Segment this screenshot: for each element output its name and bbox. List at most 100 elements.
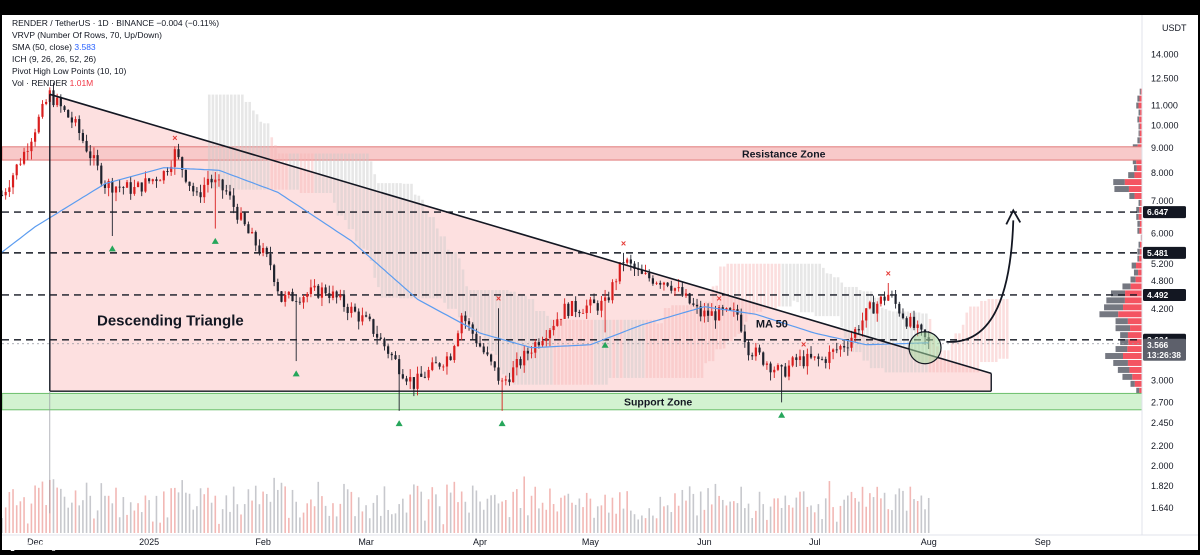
candle-body	[898, 303, 901, 314]
candle-body	[548, 330, 552, 339]
candle-body	[894, 295, 897, 304]
cloud-slice	[840, 282, 844, 328]
candle-body	[795, 357, 798, 361]
price-badge	[1143, 206, 1186, 219]
cloud-slice	[641, 319, 645, 378]
volume-bar	[394, 513, 397, 533]
volume-bar	[321, 496, 323, 533]
volume-bar	[905, 510, 908, 533]
candle-body	[250, 232, 254, 234]
candle-body	[129, 182, 132, 194]
volume-bar	[527, 515, 529, 533]
volume-bar	[188, 493, 191, 533]
candle-body	[291, 291, 294, 302]
price-chart[interactable]: × × × × × × USDT 14.000 12.500 11.000 10.000 9.000…	[2, 15, 1198, 550]
cloud-slice	[388, 183, 391, 298]
candle-body	[118, 186, 121, 188]
candle-body	[280, 291, 283, 302]
indicator-volume[interactable]: Vol · RENDER 1.01M	[12, 78, 93, 89]
volume-bar	[15, 505, 18, 533]
candle-body	[375, 333, 379, 338]
volume-bar	[232, 486, 235, 533]
volume-bar	[118, 517, 121, 533]
pivot-low-marker	[601, 341, 609, 348]
indicator-pivots[interactable]: Pivot High Low Points (10, 10)	[12, 66, 127, 76]
cloud-slice	[858, 290, 862, 353]
volume-bar	[402, 498, 404, 533]
cloud-slice	[800, 263, 803, 313]
candle-body	[456, 333, 460, 347]
candle-body	[364, 315, 368, 317]
countdown-label: 13:26:38	[1147, 350, 1181, 360]
cloud-slice	[862, 291, 866, 361]
triangle-upper-line	[49, 93, 992, 375]
candle-body	[508, 379, 511, 383]
cloud-slice	[292, 153, 296, 190]
volume-bar	[641, 515, 643, 533]
volume-bar	[291, 489, 294, 533]
candle-body	[284, 295, 287, 302]
candle-body	[545, 338, 548, 342]
volume-bar	[725, 505, 728, 533]
vp-row-up	[1123, 304, 1142, 311]
indicator-vrvp[interactable]: VRVP (Number Of Rows, 70, Up/Down)	[12, 30, 162, 40]
cloud-slice	[869, 291, 873, 369]
volume-bar	[82, 500, 84, 533]
candle-body	[758, 347, 761, 353]
cloud-slice	[741, 263, 744, 326]
volume-bar	[221, 509, 224, 533]
volume-bar	[799, 491, 801, 533]
cloud-slice	[969, 306, 972, 373]
vp-row-up	[1130, 283, 1142, 290]
volume-bar	[2, 518, 3, 533]
candle-body	[89, 151, 92, 159]
volume-bar	[126, 514, 128, 533]
volume-bar	[107, 495, 110, 533]
vp-row-up	[1134, 380, 1142, 387]
cloud-slice	[362, 153, 365, 249]
price-badge-label: 6.647	[1147, 207, 1169, 217]
volume-bar	[45, 505, 47, 533]
volume-bar	[567, 493, 570, 533]
volume-bar	[166, 517, 169, 533]
chart-frame: × × × × × × USDT 14.000 12.500 11.000 10.000 9.000…	[2, 15, 1198, 550]
candle-body	[140, 182, 143, 192]
cloud-slice	[480, 290, 483, 335]
candle-body	[372, 319, 375, 334]
volume-bar	[379, 515, 382, 533]
price-tick-label: 1.820	[1151, 481, 1174, 491]
candle-body	[905, 318, 908, 327]
volume-bar	[413, 484, 415, 533]
indicator-ichimoku[interactable]: ICH (9, 26, 26, 52, 26)	[12, 54, 97, 64]
candle-body	[729, 308, 732, 310]
volume-bar	[346, 489, 349, 533]
cloud-slice	[233, 94, 237, 190]
price-tick-label: 1.640	[1151, 503, 1174, 513]
candle-body	[63, 106, 66, 110]
time-axis: Dec 2025 Feb Mar Apr May Jun Jul Aug Sep	[2, 534, 1198, 547]
cloud-slice	[347, 153, 351, 230]
cloud-slice	[605, 319, 608, 385]
sma-50-line	[2, 167, 929, 349]
volume-bar	[302, 512, 305, 533]
volume-bar	[100, 483, 103, 533]
candle-body	[526, 350, 529, 354]
indicator-sma[interactable]: SMA (50, close) 3.583	[12, 42, 96, 53]
volume-bar	[34, 485, 36, 533]
candle-body	[45, 101, 48, 104]
header-symbol[interactable]: RENDER / TetherUS · 1D · BINANCE −0.004 …	[12, 18, 219, 29]
volume-bar	[898, 488, 901, 533]
candle-body	[173, 149, 176, 167]
vp-row-down	[1136, 387, 1140, 394]
volume-bar	[196, 506, 198, 533]
volume-bar	[284, 486, 286, 533]
volume-bar	[273, 477, 275, 533]
candle-body	[258, 245, 261, 253]
candle-body	[475, 333, 478, 344]
volume-bar	[788, 505, 790, 533]
volume-bar	[762, 504, 765, 533]
volume-bar	[486, 498, 489, 533]
cloud-slice	[549, 319, 553, 385]
volume-bar	[475, 490, 478, 533]
volume-bar	[619, 492, 621, 533]
